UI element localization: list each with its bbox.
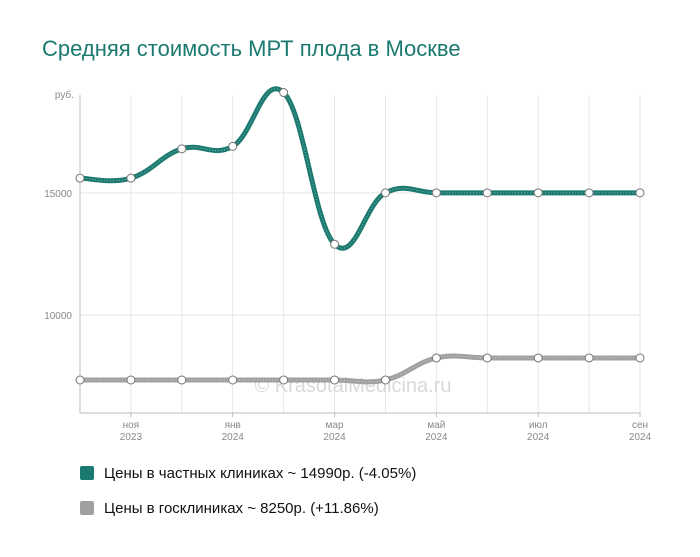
legend-swatch-public: [80, 501, 94, 515]
x-tick-month: июл: [529, 420, 548, 431]
legend-swatch-private: [80, 466, 94, 480]
legend-label-public: Цены в госклиниках ~ 8250р. (+11.86%): [104, 499, 379, 517]
legend-item-private[interactable]: Цены в частных клиниках ~ 14990р. (-4.05…: [80, 463, 416, 483]
data-point-1-9: [533, 353, 543, 363]
data-point-0-0: [75, 173, 85, 183]
data-point-0-6: [380, 188, 390, 198]
chart-title: Средняя стоимость МРТ плода в Москве: [42, 36, 461, 61]
data-point-0-1: [126, 173, 136, 183]
series-line-texture-1: [79, 355, 640, 383]
y-tick-label: 10000: [44, 311, 72, 322]
data-point-0-5: [330, 239, 340, 249]
data-point-0-7: [431, 188, 441, 198]
series-line-0: [77, 86, 643, 251]
x-tick-month: сен: [632, 420, 648, 431]
data-point-0-3: [228, 141, 238, 151]
data-point-1-5: [330, 375, 340, 385]
data-point-0-8: [482, 188, 492, 198]
x-tick-year: 2024: [323, 432, 346, 443]
data-point-1-4: [279, 375, 289, 385]
x-tick-year: 2024: [629, 432, 652, 443]
data-point-1-11: [635, 353, 645, 363]
x-tick-year: 2024: [527, 432, 550, 443]
data-point-1-10: [584, 353, 594, 363]
x-tick-month: май: [427, 420, 445, 431]
data-point-1-8: [482, 353, 492, 363]
data-point-1-6: [380, 375, 390, 385]
x-tick-year: 2024: [222, 432, 245, 443]
x-tick-year: 2023: [120, 432, 143, 443]
y-unit-label: руб.: [55, 89, 74, 101]
data-point-0-11: [635, 188, 645, 198]
data-point-1-3: [228, 375, 238, 385]
data-point-0-10: [584, 188, 594, 198]
data-point-1-2: [177, 375, 187, 385]
data-point-0-9: [533, 188, 543, 198]
legend-label-private: Цены в частных клиниках ~ 14990р. (-4.05…: [104, 464, 417, 482]
legend-item-public[interactable]: Цены в госклиниках ~ 8250р. (+11.86%): [80, 498, 379, 518]
series-line-texture-0: [79, 88, 640, 249]
data-point-1-7: [431, 353, 441, 363]
x-tick-month: янв: [225, 420, 241, 431]
data-point-1-0: [75, 375, 85, 385]
data-point-1-1: [126, 375, 136, 385]
x-tick-month: мар: [326, 420, 344, 431]
x-tick-year: 2024: [425, 432, 448, 443]
data-point-0-4: [279, 88, 289, 98]
x-tick-month: ноя: [123, 420, 140, 431]
y-tick-label: 15000: [44, 189, 72, 200]
data-point-0-2: [177, 144, 187, 154]
series-line-1: [77, 353, 643, 385]
